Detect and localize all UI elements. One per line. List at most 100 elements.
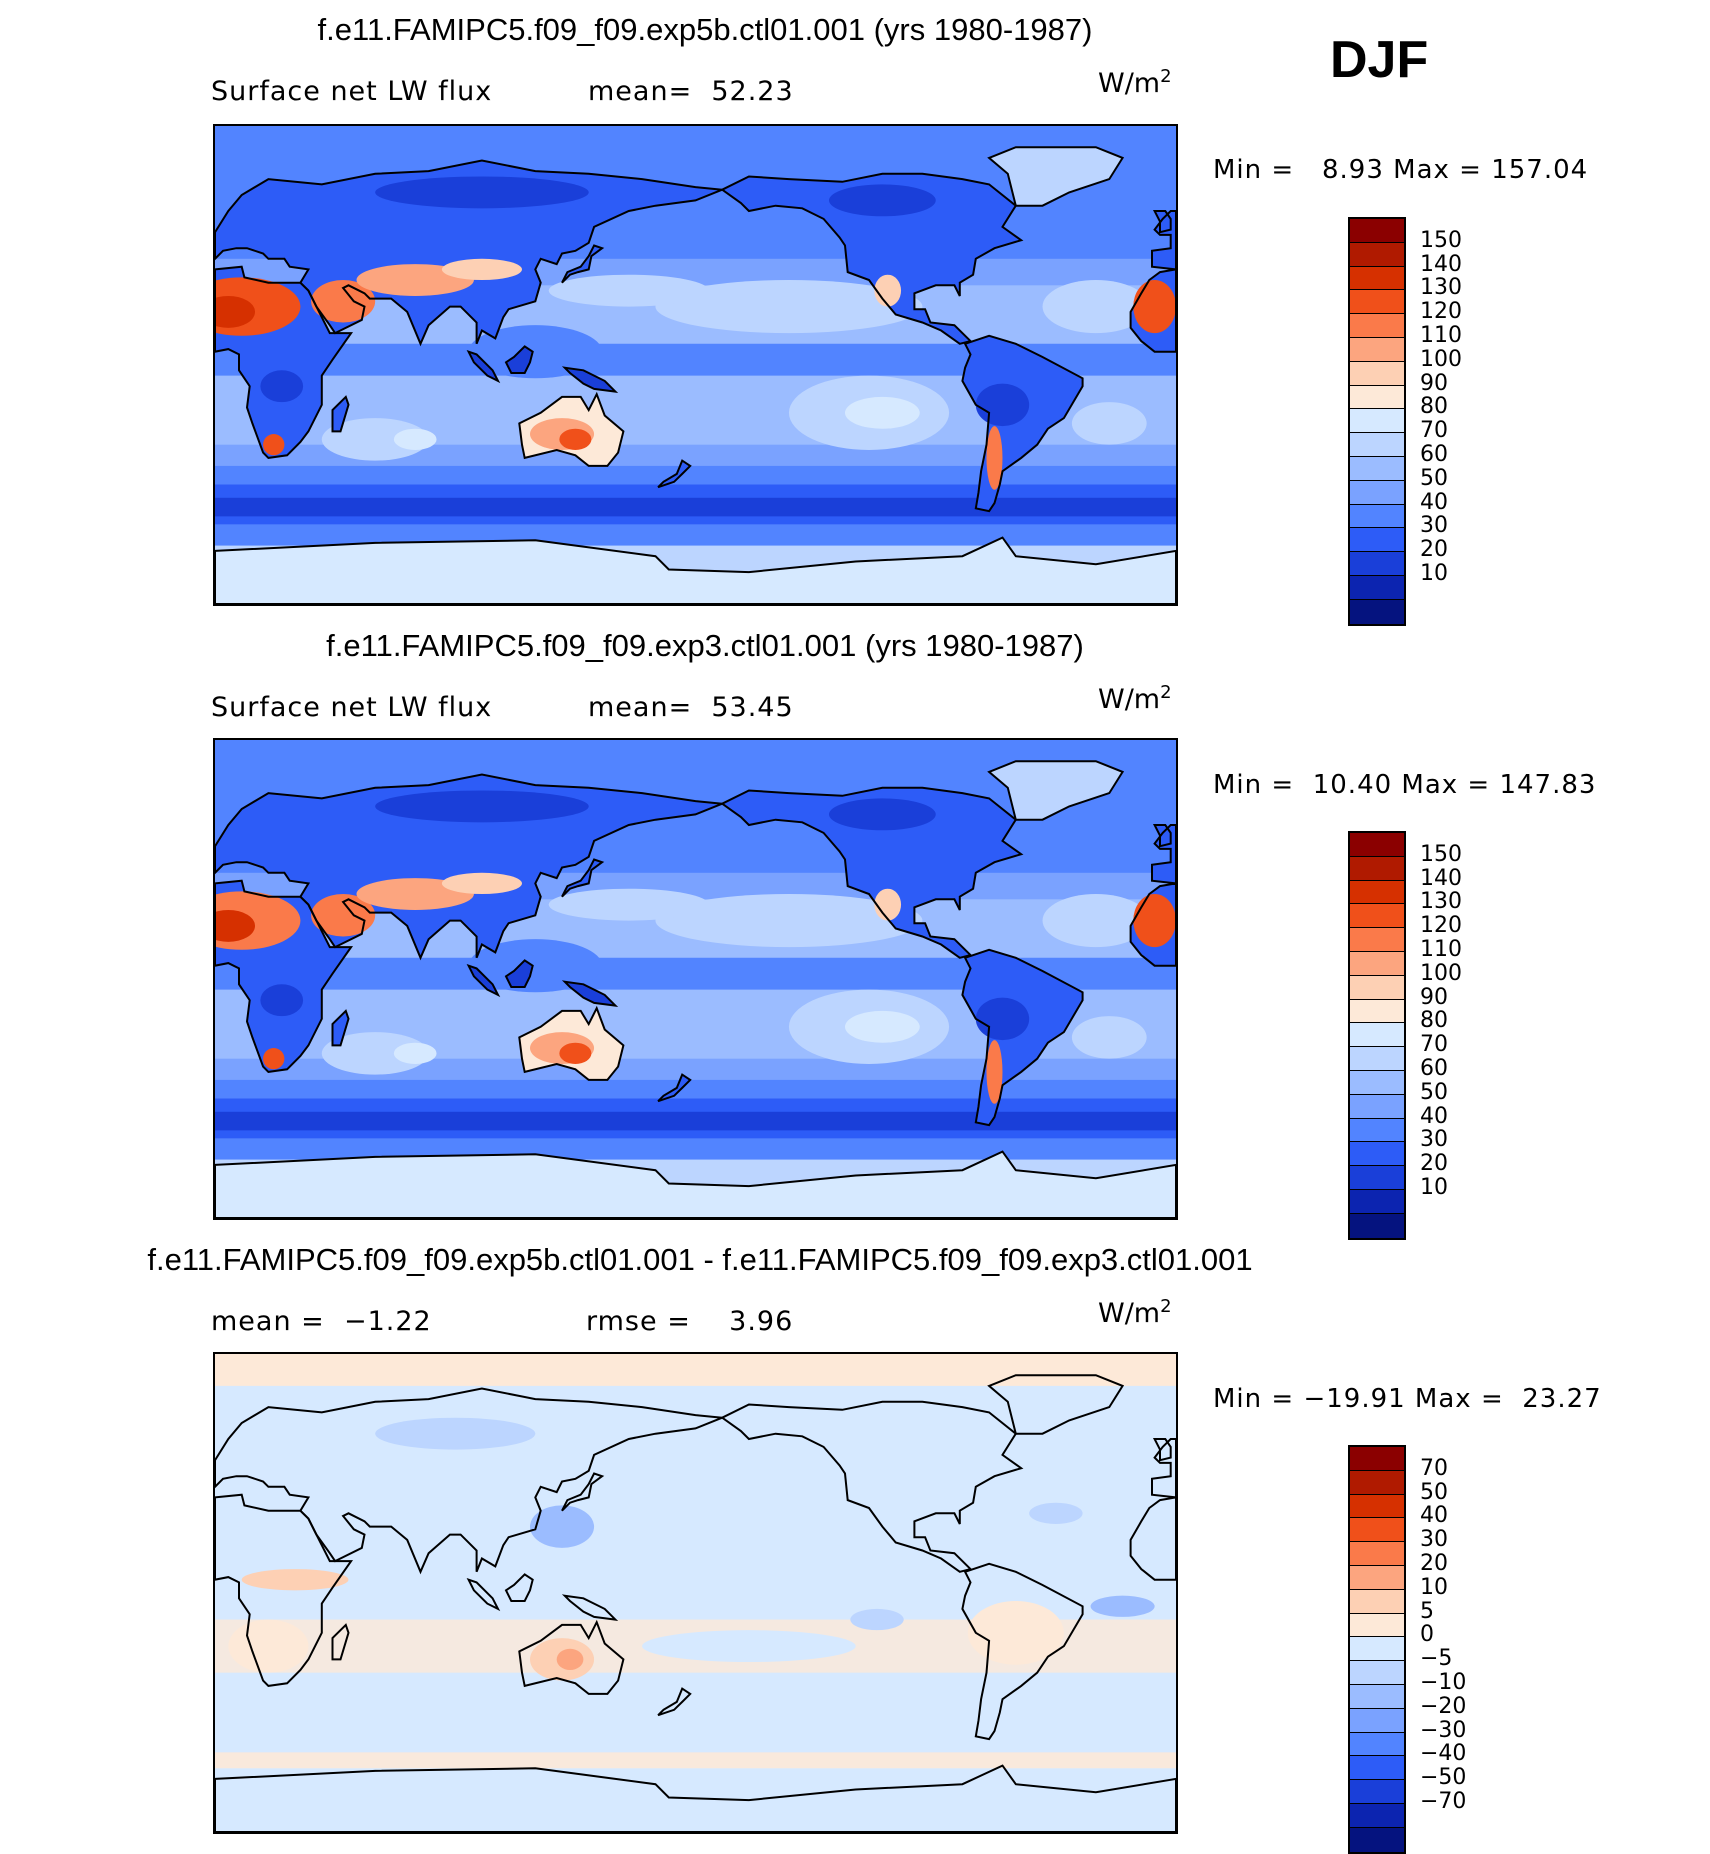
map-exp3 — [213, 738, 1178, 1220]
colorbar-swatch — [1350, 456, 1404, 481]
colorbar-swatch — [1350, 975, 1404, 1000]
colorbar-swatch — [1350, 314, 1404, 338]
colorbar-swatch — [1350, 409, 1404, 434]
colorbar-swatch — [1350, 433, 1404, 457]
colorbar-swatch — [1350, 361, 1404, 386]
map-shape — [655, 280, 923, 334]
colorbar-tick-label: 90 — [1420, 984, 1448, 1010]
map-shape — [561, 366, 619, 393]
panel-title: f.e11.FAMIPC5.f09_f09.exp3.ctl01.001 (yr… — [326, 628, 1084, 663]
map-shape — [722, 787, 1022, 958]
map-shape — [466, 1577, 501, 1612]
map-shape — [332, 1010, 349, 1046]
mean-value: mean= 53.45 — [588, 692, 794, 723]
map-shape — [1133, 280, 1176, 334]
colorbar-swatch — [1350, 1637, 1404, 1662]
colorbar-tick-label: 10 — [1420, 1574, 1448, 1600]
panel-difference: f.e11.FAMIPC5.f09_f09.exp5b.ctl01.001 - … — [0, 1228, 1710, 1854]
map-shape — [228, 1619, 309, 1673]
map-shape — [975, 997, 1030, 1041]
map-shape — [986, 426, 1003, 490]
map-shape — [720, 172, 1024, 345]
min-max-readout: Min = 10.40 Max = 147.83 — [1213, 770, 1597, 800]
colorbar-tick-label: 90 — [1420, 370, 1448, 396]
map-shape — [518, 1005, 625, 1081]
map-shape — [321, 1032, 429, 1075]
map-shape — [828, 184, 936, 217]
colorbar-tick-label: 110 — [1420, 937, 1462, 962]
map-shape — [559, 428, 592, 450]
colorbar-swatch — [1350, 385, 1404, 410]
colorbar-swatch — [1350, 266, 1404, 291]
colorbar-swatch — [1350, 1827, 1404, 1852]
colorbar-tick-label: 30 — [1420, 513, 1448, 539]
colorbar-tick-label: −20 — [1420, 1693, 1467, 1719]
colorbar-swatch — [1350, 219, 1404, 243]
colorbar-tick-label: 120 — [1420, 913, 1462, 939]
colorbar-tick-label: 120 — [1420, 299, 1462, 325]
colorbar-swatch — [1350, 1494, 1404, 1519]
map-shape — [215, 1111, 1176, 1131]
map-shape — [989, 147, 1123, 206]
colorbar-tick-label: −40 — [1420, 1741, 1467, 1767]
min-max-readout: Min = −19.91 Max = 23.27 — [1213, 1384, 1602, 1414]
colorbar-tick-label: 70 — [1420, 418, 1448, 444]
colorbar-tick-label: 80 — [1420, 1008, 1448, 1034]
colorbar-swatch — [1350, 1780, 1404, 1804]
colorbar-tick-label: 110 — [1420, 323, 1462, 348]
colorbar-swatch — [1350, 856, 1404, 881]
map-shape — [241, 1569, 349, 1591]
panel-title: f.e11.FAMIPC5.f09_f09.exp5b.ctl01.001 (y… — [317, 12, 1093, 47]
map-shape — [561, 244, 605, 284]
map-shape — [828, 798, 936, 831]
colorbar — [1348, 217, 1406, 626]
colorbar-swatch — [1350, 1732, 1404, 1757]
colorbar-swatch — [1350, 1213, 1404, 1238]
map-shape — [375, 1417, 536, 1450]
map-shape — [215, 879, 354, 1073]
colorbar-tick-label: 10 — [1420, 561, 1448, 586]
mean-value: mean = −1.22 — [211, 1306, 432, 1337]
map-shape — [504, 345, 534, 374]
colorbar-tick-label: 70 — [1420, 1455, 1448, 1481]
colorbar-swatch — [1350, 1470, 1404, 1495]
colorbar-tick-label: −5 — [1420, 1646, 1453, 1672]
min-max-readout: Min = 8.93 Max = 157.04 — [1213, 155, 1589, 185]
colorbar-tick-label: 30 — [1420, 1527, 1448, 1553]
colorbar — [1348, 1445, 1406, 1854]
colorbar-swatch — [1350, 290, 1404, 315]
map-shape — [263, 434, 285, 456]
map-shape — [1152, 210, 1172, 234]
colorbar-swatch — [1350, 1613, 1404, 1638]
map-shape — [561, 980, 619, 1007]
map-shape — [657, 1073, 692, 1103]
map-shape — [215, 536, 1176, 604]
colorbar-swatch — [1350, 904, 1404, 929]
map-shape — [332, 396, 349, 432]
map-shape — [1151, 210, 1176, 271]
colorbar-swatch — [1350, 951, 1404, 976]
colorbar-swatch — [1350, 833, 1404, 857]
colorbar-tick-label: 0 — [1420, 1622, 1434, 1648]
colorbar-swatch — [1350, 1803, 1404, 1828]
map-shape — [1151, 824, 1176, 885]
map-shape — [874, 274, 902, 307]
colorbar-swatch — [1350, 928, 1404, 952]
map-shape — [720, 1400, 1024, 1573]
colorbar-tick-label: 40 — [1420, 1103, 1448, 1129]
units-label: W/m2 — [1098, 66, 1172, 99]
map-shape — [986, 1040, 1003, 1104]
colorbar-swatch — [1350, 337, 1404, 362]
colorbar-swatch — [1350, 1023, 1404, 1048]
colorbar-tick-label: 60 — [1420, 442, 1448, 467]
map-shape — [1129, 268, 1176, 353]
map-shape — [518, 1619, 625, 1695]
map-shape — [331, 395, 350, 433]
map-shape — [504, 1573, 534, 1602]
map-shape — [375, 790, 589, 823]
colorbar-tick-label: 20 — [1420, 537, 1448, 563]
map-canvas — [215, 126, 1176, 604]
map-shape — [321, 418, 429, 461]
map-shape — [215, 1493, 354, 1687]
map-shape — [561, 1594, 619, 1621]
